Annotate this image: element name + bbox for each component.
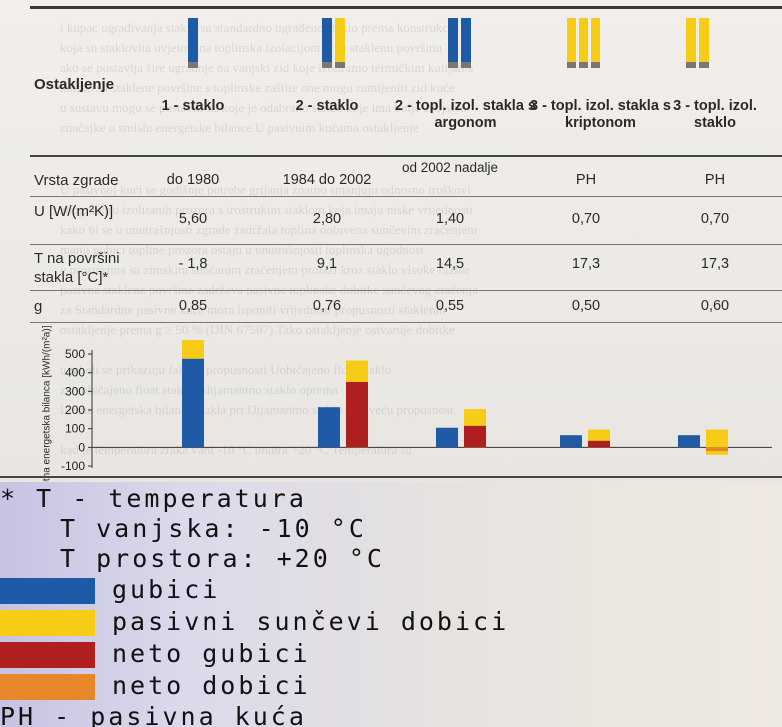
cell-g: 0,50 [571, 298, 601, 314]
cell-u: 0,70 [571, 211, 601, 227]
bar-dobici [182, 340, 204, 359]
header-rule [30, 155, 782, 157]
cell-t: 17,3 [700, 256, 730, 272]
legend-swatch-gubici [0, 578, 95, 604]
cell-vrsta: do 1980 [166, 172, 220, 188]
legend-panel: * T - temperatura T vanjska: -10 °C T pr… [0, 482, 782, 727]
bar-gubici [318, 407, 340, 448]
y-tick-label: 0 [78, 440, 85, 454]
y-tick-label: 300 [65, 384, 85, 398]
cell-vrsta: PH [575, 172, 597, 188]
row-label-t: T na površini stakla [°C]* [34, 250, 120, 286]
table-top-rule [30, 6, 782, 9]
bar-neto-gubici [464, 425, 486, 448]
row-rule [30, 290, 782, 291]
double-glass-icon [322, 18, 345, 68]
legend-temp-room: T prostora: +20 °C [60, 544, 385, 573]
page-bottom-rule [0, 476, 782, 478]
legend-swatch-neto-dobici [0, 674, 95, 700]
bar-dobici [706, 429, 728, 448]
legend-label: pasivni sunčevi dobici [112, 607, 510, 636]
y-axis-label: Ljetna energetska bilanca [kWh/(m²a)] [41, 325, 53, 482]
triple-krypton-glass-icon [567, 18, 600, 68]
y-tick-label: 200 [65, 403, 85, 417]
row-label-vrsta: Vrsta zgrade [34, 172, 119, 189]
column-header: 3 - topl. izol. stakla s kriptonom [529, 98, 671, 131]
row-rule [30, 244, 782, 245]
double-argon-glass-icon [448, 18, 471, 68]
cell-u: 0,70 [700, 211, 730, 227]
cell-vrsta: 1984 do 2002 [282, 172, 372, 188]
legend-label: neto dobici [112, 671, 311, 700]
cell-u: 5,60 [178, 211, 208, 227]
cell-t: 14,5 [435, 256, 465, 272]
row-label-g: g [34, 298, 43, 315]
legend-swatch-dobici [0, 610, 95, 636]
column-header: 2 - staklo [295, 98, 359, 114]
legend-temp-outside: T vanjska: -10 °C [60, 514, 367, 543]
bar-neto-gubici [346, 382, 368, 448]
energy-balance-chart: 500 400 300 200 100 0 -100 [61, 340, 772, 473]
legend-temperature-note: * T - temperatura [0, 484, 307, 513]
bar-neto-gubici [588, 440, 610, 448]
cell-u: 2,80 [312, 211, 342, 227]
row-label-u: U [W/(m²K)] [34, 203, 114, 220]
bar-gubici [436, 427, 458, 448]
single-glass-icon [188, 18, 198, 68]
bar-gubici [182, 358, 204, 448]
y-tick-label: -100 [61, 459, 85, 473]
triple-glass-icon [686, 18, 709, 68]
cell-u: 1,40 [435, 211, 465, 227]
column-header: 2 - topl. izol. stakla s argonom [394, 98, 536, 131]
cell-g: 0,76 [312, 298, 342, 314]
cell-g: 0,85 [178, 298, 208, 314]
cell-t: 9,1 [316, 256, 338, 272]
legend-ph-note: PH - pasivna kuća [0, 702, 307, 727]
cell-t: 17,3 [571, 256, 601, 272]
y-axis-label-wrap: Ljetna energetska bilanca [kWh/(m²a)] [32, 326, 62, 482]
row-rule [30, 196, 782, 197]
legend-label: gubici [112, 575, 221, 604]
cell-t: - 1,8 [178, 256, 208, 272]
bar-gubici [560, 435, 582, 448]
cell-vrsta: od 2002 nadalje [401, 160, 499, 175]
cell-g: 0,55 [435, 298, 465, 314]
y-tick-label: 100 [65, 422, 85, 436]
y-tick-label: 400 [65, 366, 85, 380]
header-label: Ostakljenje [34, 76, 115, 93]
legend-label: neto gubici [112, 639, 311, 668]
column-header: 3 - topl. izol. staklo [673, 98, 757, 131]
bar-gubici [678, 435, 700, 448]
cell-g: 0,60 [700, 298, 730, 314]
document-page: i kupac ugrađivanja staklo su standardno… [0, 0, 782, 482]
row-rule [30, 322, 782, 323]
column-header: 1 - staklo [161, 98, 225, 114]
cell-vrsta: PH [704, 172, 726, 188]
y-tick-label: 500 [65, 347, 85, 361]
legend-swatch-neto-gubici [0, 642, 95, 668]
bar-neto-dobici [706, 447, 728, 452]
